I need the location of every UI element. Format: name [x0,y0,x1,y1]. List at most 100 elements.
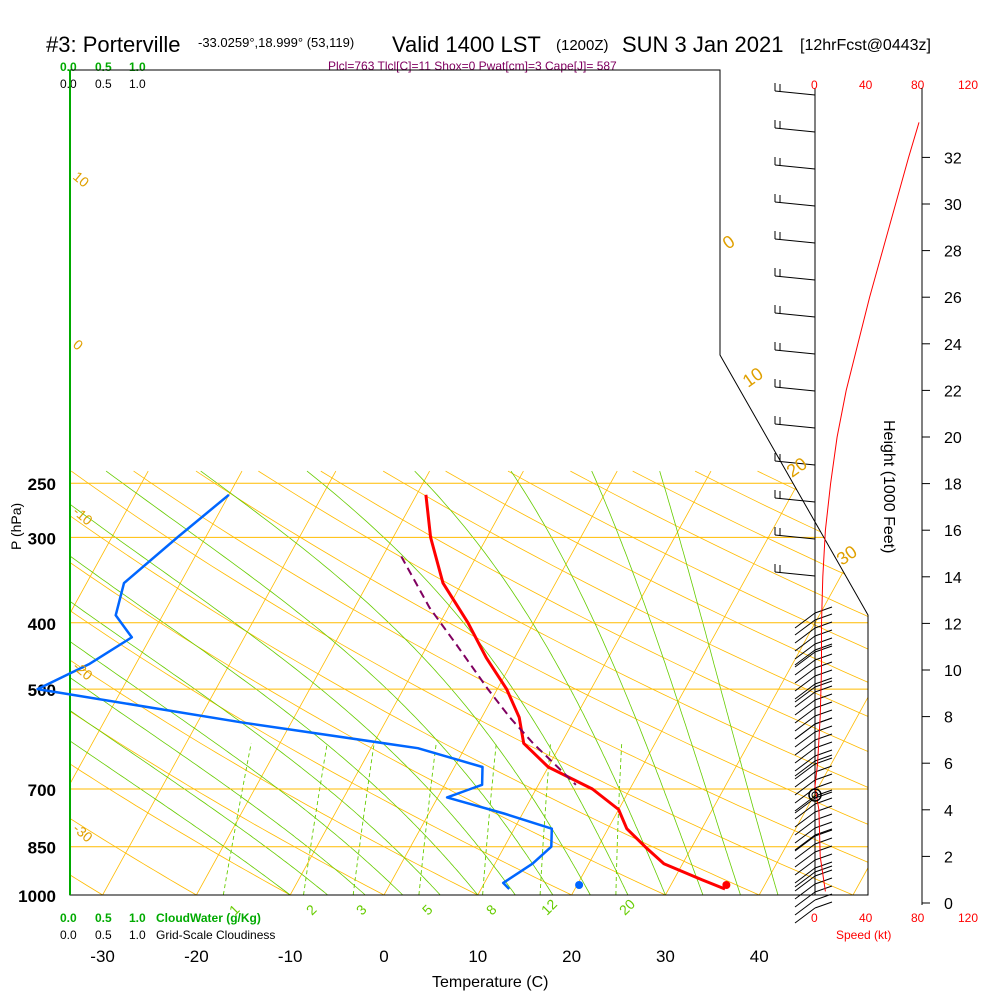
speed-tick: 80 [911,911,925,925]
cloudiness-tick: 0.0 [60,77,77,91]
wind-barb-feather [814,680,833,688]
wind-barb-feather [814,821,833,829]
temperature-tick-label: -30 [90,947,115,966]
surface-dewpoint-dot [575,881,584,889]
temperature-tick-label: 10 [468,947,487,966]
mixing-ratio-line [539,743,551,895]
height-tick-label: 28 [944,244,962,261]
height-tick-label: 0 [944,896,953,913]
dry-adiabat [507,470,868,895]
wind-barb-feather [814,837,833,845]
speed-scale-top: 0 40 80 120 [811,78,978,92]
cloudwater-tick: 0.0 [60,911,77,925]
height-tick-label: 2 [944,849,953,866]
temperature-axis-label: Temperature (C) [432,974,548,991]
mixing-ratio-line [418,743,437,895]
mixing-ratio-line [352,743,375,895]
wind-barb-feather [814,669,833,677]
isotherm [852,470,868,895]
speed-tick: 0 [811,78,818,92]
cloudwater-tick: 0.5 [95,60,112,74]
moist-adiabat [70,470,479,895]
isotherm [102,470,337,895]
wind-barbs [774,83,833,924]
dry-adiabat [70,470,854,895]
mixing-ratio-line [482,743,497,895]
wind-barb-feather [814,693,833,701]
wind-barb-shaft [774,127,816,133]
speed-tick: 120 [958,911,978,925]
wind-barb-shaft [794,667,816,684]
height-tick-label: 24 [944,337,962,354]
cloudwater-scale-bottom: 0.0 0.5 1.0 CloudWater (g/Kg) [60,911,261,925]
wind-barb-shaft [794,715,816,732]
dry-adiabat [382,470,868,895]
speed-tick: 120 [958,78,978,92]
cloudiness-tick: 0.5 [95,77,112,91]
wind-barb-shaft [794,771,816,788]
wind-barb-feather [814,749,833,757]
height-tick-label: 16 [944,523,962,540]
surface-height-marker-inner [811,791,819,799]
adiabat-label: -30 [70,820,96,845]
temperature-tick-label: 0 [379,947,388,966]
wind-barb-shaft [794,627,816,644]
wind-barb-feather [814,613,833,621]
wind-barb-shaft [794,859,816,876]
wind-barb-shaft [794,683,816,700]
wind-barb-feather [814,637,833,645]
cloudwater-tick: 0.0 [60,60,77,74]
wind-barb-shaft [794,619,816,636]
isotherm [70,470,149,895]
cloudiness-tick: 1.0 [129,928,146,942]
dewpoint-profile [36,493,554,890]
cloudiness-axis-label: Grid-Scale Cloudiness [156,928,275,942]
temperature-tick-label: -10 [278,947,303,966]
wind-barb-shaft [774,423,816,429]
cloudiness-tick: 1.0 [129,77,146,91]
temperature-tick-label: -20 [184,947,209,966]
dry-adiabat [70,470,666,895]
moist-adiabat [70,470,328,895]
speed-line [814,122,920,892]
mixing-ratio-label: 3 [353,901,370,918]
mixing-ratio-label: 2 [303,901,320,918]
wind-barb-shaft [774,90,816,96]
pressure-tick-label: 400 [28,615,56,634]
wind-barb-shaft [774,164,816,170]
pressure-tick-label: 1000 [18,887,56,906]
wind-barb-shaft [794,835,816,852]
height-tick-label: 12 [944,616,962,633]
wind-barb-feather [814,645,833,653]
cloudwater-tick: 1.0 [129,911,146,925]
wind-barb-shaft [794,907,816,924]
mixing-ratio-line [303,743,328,895]
dry-adiabat [70,470,760,895]
wind-barb-shaft [794,763,816,780]
wind-barb-shaft [794,795,816,812]
adiabat-label: 30 [833,541,861,569]
wind-barb-shaft [794,747,816,764]
wind-barb-feather [814,661,833,669]
height-tick-label: 20 [944,430,962,447]
height-axis-label: Height (1000 Feet) [880,420,897,553]
speed-tick: 80 [911,78,925,92]
wind-barb-feather [814,893,833,901]
wind-barb-shaft [774,349,816,355]
moist-adiabat [105,470,554,895]
wind-barb-shaft [794,851,816,868]
wind-barb-feather [814,845,833,853]
wind-barb-feather [814,869,833,877]
moist-adiabat [70,470,291,895]
pressure-tick-label: 250 [28,475,56,494]
wind-barb-feather [814,621,833,629]
mixing-ratio-line [615,743,623,895]
pressure-axis-label: P (hPa) [8,503,24,550]
dry-adiabat [570,470,868,895]
wind-barb-shaft [774,386,816,392]
valid-time-z: (1200Z) [556,37,609,54]
moist-adiabat [659,470,779,895]
wind-barb-feather [814,805,833,813]
